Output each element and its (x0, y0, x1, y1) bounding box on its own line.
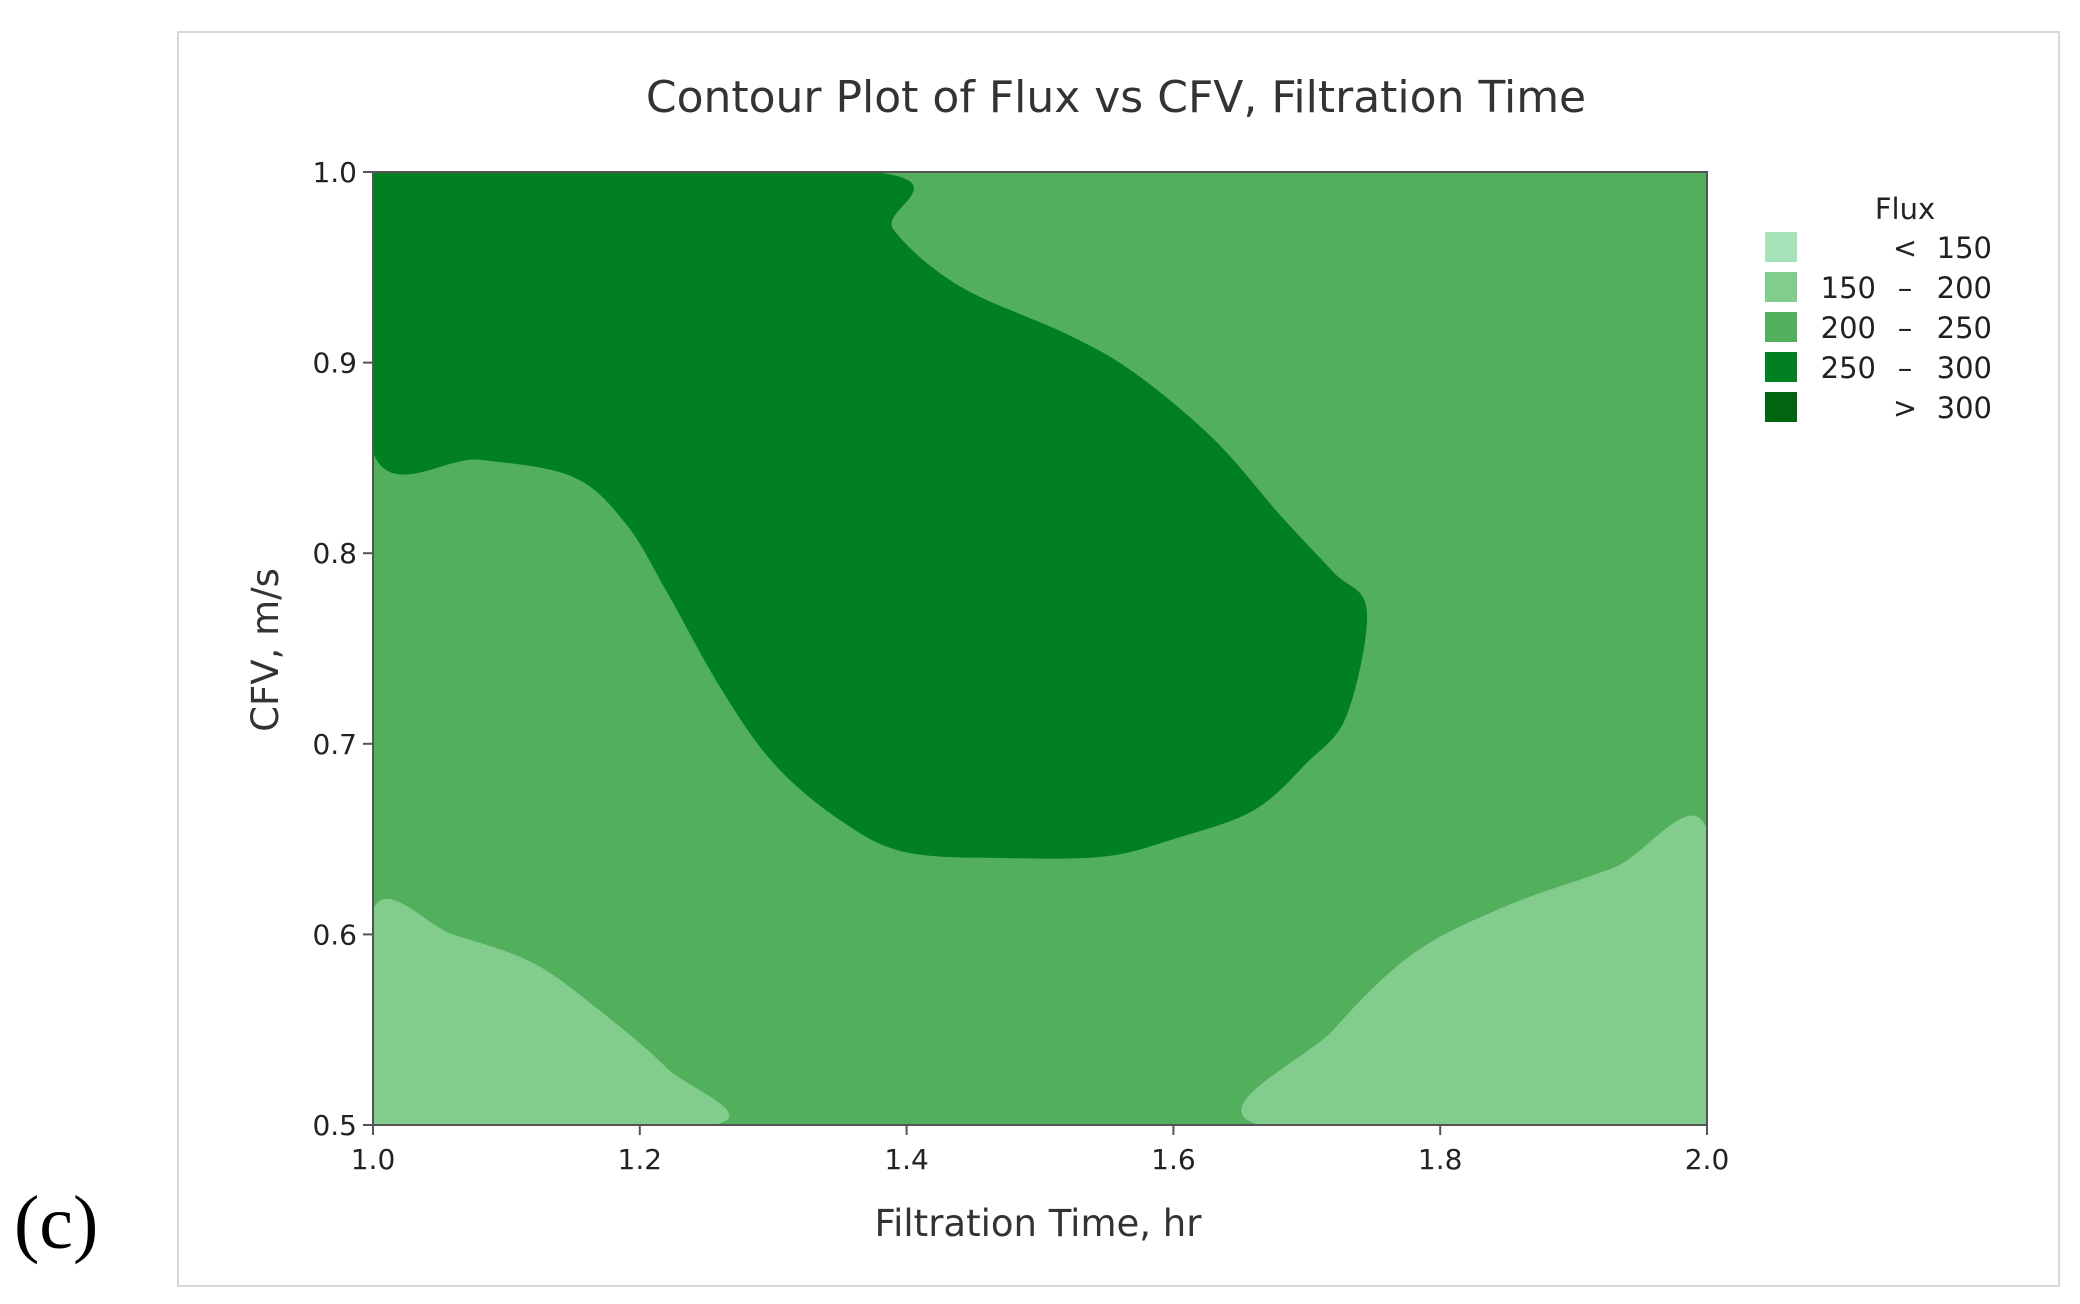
x-tick-label: 1.4 (884, 1143, 929, 1176)
y-tick-label: 0.7 (312, 728, 357, 761)
contour-region-4 (1241, 815, 1707, 1125)
contour-region-3 (373, 898, 730, 1125)
legend-op: > (1893, 391, 1917, 425)
legend-low: 200 (1821, 311, 1876, 345)
contour-regions (373, 172, 1707, 1125)
legend-swatch (1765, 392, 1797, 422)
chart-title: Contour Plot of Flux vs CFV, Filtration … (646, 72, 1586, 123)
y-tick-label: 0.8 (312, 537, 357, 570)
x-tick-label: 2.0 (1685, 1143, 1730, 1176)
legend-op: – (1898, 351, 1913, 385)
y-tick-label: 1.0 (312, 156, 357, 189)
y-tick-label: 0.5 (312, 1109, 357, 1142)
legend-swatch (1765, 272, 1797, 302)
contour-region-2 (373, 172, 1368, 859)
legend-high: 250 (1937, 311, 1992, 345)
legend-swatch (1765, 352, 1797, 382)
legend-op: – (1898, 311, 1913, 345)
legend-low: 250 (1821, 351, 1876, 385)
y-tick-label: 0.6 (312, 918, 357, 951)
x-tick-label: 1.8 (1418, 1143, 1463, 1176)
legend-high: 200 (1937, 271, 1992, 305)
legend-low: 150 (1821, 271, 1876, 305)
legend-high: 150 (1937, 231, 1992, 265)
y-tick-label: 0.9 (312, 347, 357, 380)
y-axis-ticks: 0.5 0.6 0.7 0.8 0.9 1.0 (312, 156, 373, 1142)
legend-high: 300 (1937, 391, 1992, 425)
legend-op: < (1893, 231, 1917, 265)
legend-swatch (1765, 232, 1797, 262)
legend-op: – (1898, 271, 1913, 305)
plot-frame (372, 171, 1708, 1126)
x-tick-label: 1.6 (1151, 1143, 1196, 1176)
legend-high: 300 (1937, 351, 1992, 385)
x-axis-title: Filtration Time, hr (875, 1202, 1203, 1245)
x-tick-label: 1.0 (351, 1143, 396, 1176)
legend-swatch (1765, 312, 1797, 342)
x-axis-ticks: 1.0 1.2 1.4 1.6 1.8 2.0 (351, 1125, 1730, 1176)
x-tick-label: 1.2 (618, 1143, 663, 1176)
panel-label: (c) (14, 1181, 99, 1265)
legend-title: Flux (1875, 192, 1935, 226)
y-axis-title: CFV, m/s (244, 568, 287, 732)
